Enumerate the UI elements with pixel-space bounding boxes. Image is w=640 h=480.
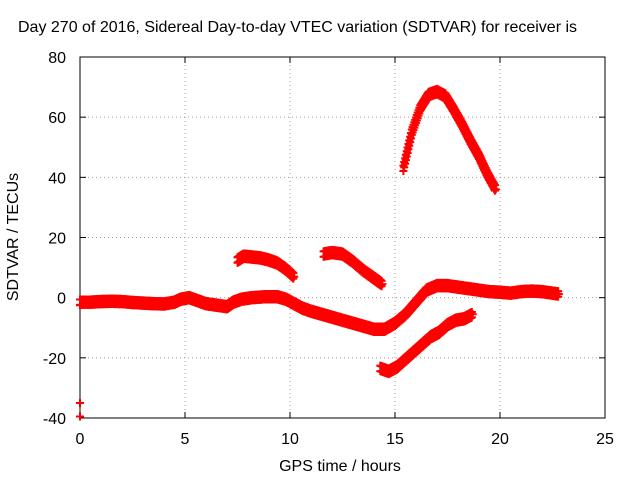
x-tick-label: 25 <box>596 431 614 448</box>
y-tick-label: 20 <box>48 231 66 248</box>
y-axis-label: SDTVAR / TECUs <box>5 173 22 301</box>
x-tick-label: 5 <box>181 431 190 448</box>
x-tick-label: 15 <box>386 431 404 448</box>
data-points <box>76 84 563 421</box>
data-point-outliers-t0 <box>76 398 84 407</box>
x-axis-label: GPS time / hours <box>279 458 401 475</box>
data-point-main-trace <box>554 290 563 299</box>
y-tick-label: 80 <box>48 50 66 67</box>
data-point-outliers-t0 <box>76 301 84 310</box>
x-tick-label: 0 <box>76 431 85 448</box>
data-point-segment-12h <box>378 280 387 289</box>
y-tick-label: 40 <box>48 170 66 187</box>
chart-title: Day 270 of 2016, Sidereal Day-to-day VTE… <box>18 19 577 36</box>
x-tick-label: 10 <box>281 431 299 448</box>
y-tick-label: -40 <box>43 411 66 428</box>
data-point-segment-8h <box>290 272 299 281</box>
x-tick-label: 20 <box>491 431 509 448</box>
y-tick-label: 0 <box>57 291 66 308</box>
y-tick-label: 60 <box>48 110 66 127</box>
axis-ticks: 0 5 10 15 20 25 -40 -20 0 20 40 60 80 <box>43 50 614 448</box>
data-point-lower-trace <box>468 310 477 319</box>
grid-lines <box>80 57 605 418</box>
plot-frame <box>79 56 606 419</box>
y-tick-label: -20 <box>43 351 66 368</box>
data-point-peak-trace <box>491 185 500 194</box>
data-point-outliers-t0 <box>76 412 84 421</box>
